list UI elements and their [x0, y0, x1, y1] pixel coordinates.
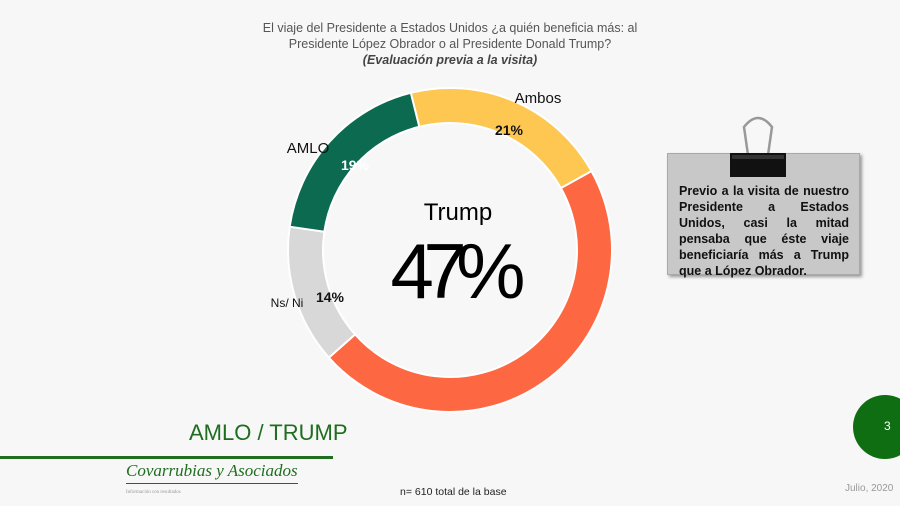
note-text: Previo a la visita de nuestro Presidente… [679, 184, 849, 278]
company-logo: Covarrubias y Asociados Información con … [126, 461, 298, 500]
slice-category-label: AMLO [287, 140, 330, 157]
page-number-badge: 3 [853, 395, 900, 459]
slice-category-label: Ns/ Ni [271, 296, 304, 310]
page-number: 3 [884, 419, 891, 433]
subtitle-text: (Evaluación previa a la visita) [362, 53, 538, 67]
center-label: Trump [424, 199, 492, 226]
donut-slice-ambos [409, 87, 593, 190]
center-value: 47% [391, 227, 526, 315]
slice-value-label: 21% [495, 122, 524, 138]
logo-text: Covarrubias y Asociados [126, 461, 298, 480]
binder-clip-icon [730, 116, 786, 177]
slice-value-label: 14% [316, 289, 345, 305]
note-box: Previo a la visita de nuestro Presidente… [667, 153, 860, 278]
chart-title: El viaje del Presidente a Estados Unidos… [250, 20, 650, 68]
divider [0, 456, 333, 459]
donut-slice-trump [327, 169, 613, 413]
logo-tagline: Información con resultados [126, 483, 298, 500]
title-text: El viaje del Presidente a Estados Unidos… [262, 21, 638, 51]
slice-value-label: 19% [341, 157, 370, 173]
sample-base: n= 610 total de la base [400, 486, 507, 498]
donut-slice-amlo [288, 91, 421, 233]
section-title: AMLO / TRUMP [189, 420, 348, 445]
slice-category-label: Ambos [515, 90, 562, 107]
date: Julio, 2020 [845, 483, 894, 494]
